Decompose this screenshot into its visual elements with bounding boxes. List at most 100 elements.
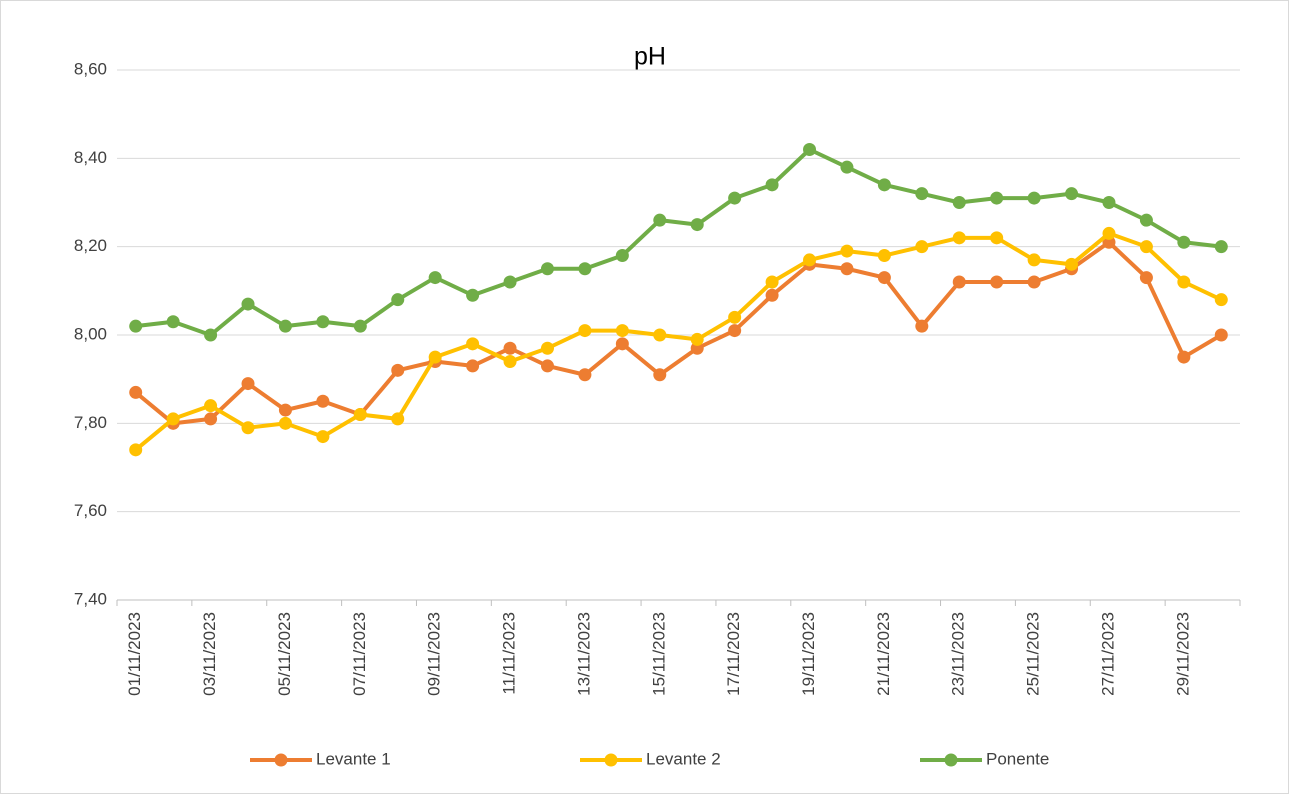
data-point xyxy=(1139,213,1153,227)
x-tick-label: 23/11/2023 xyxy=(949,612,968,696)
data-point xyxy=(1214,328,1228,342)
x-tick-label: 17/11/2023 xyxy=(724,612,743,696)
data-point xyxy=(391,363,405,377)
data-point xyxy=(241,377,255,391)
data-point xyxy=(915,187,929,201)
y-tick-label: 7,40 xyxy=(74,589,107,608)
data-point xyxy=(615,249,629,262)
x-tick-label: 13/11/2023 xyxy=(574,612,593,696)
data-point xyxy=(765,288,779,302)
data-point xyxy=(1139,240,1153,254)
x-tick-label: 19/11/2023 xyxy=(799,612,818,696)
data-point xyxy=(428,350,442,364)
data-point xyxy=(877,249,891,262)
data-point xyxy=(540,262,554,276)
x-tick-label: 09/11/2023 xyxy=(425,612,444,696)
legend-marker xyxy=(944,753,958,767)
y-tick-label: 8,40 xyxy=(74,148,107,167)
data-point xyxy=(728,324,742,338)
data-point xyxy=(278,403,292,417)
data-point xyxy=(952,231,966,245)
data-point xyxy=(1065,257,1079,271)
data-point xyxy=(540,359,554,373)
data-point xyxy=(615,324,629,338)
y-tick-label: 7,80 xyxy=(74,413,107,432)
x-tick-label: 07/11/2023 xyxy=(350,612,369,696)
data-point xyxy=(728,310,742,324)
legend-label: Ponente xyxy=(986,749,1049,768)
data-point xyxy=(204,412,218,426)
data-point xyxy=(615,337,629,351)
data-point xyxy=(204,399,218,413)
legend-marker xyxy=(274,753,288,767)
data-point xyxy=(278,319,292,333)
data-point xyxy=(915,319,929,333)
data-point xyxy=(129,443,143,457)
data-point xyxy=(241,297,255,311)
data-point xyxy=(129,319,143,333)
data-point xyxy=(241,421,255,435)
data-point xyxy=(1139,271,1153,285)
data-point xyxy=(1102,226,1116,240)
data-point xyxy=(653,328,667,342)
data-point xyxy=(540,341,554,355)
y-tick-label: 8,20 xyxy=(74,236,107,255)
data-point xyxy=(803,253,817,267)
x-tick-label: 27/11/2023 xyxy=(1098,612,1117,696)
y-tick-label: 8,00 xyxy=(74,324,107,343)
data-point xyxy=(278,416,292,430)
data-point xyxy=(765,275,779,289)
data-point xyxy=(391,293,405,307)
data-point xyxy=(952,275,966,289)
data-point xyxy=(391,412,405,426)
data-point xyxy=(877,271,891,285)
data-point xyxy=(503,275,517,289)
data-point xyxy=(840,262,854,276)
data-point xyxy=(1214,240,1228,254)
data-point xyxy=(653,368,667,382)
data-point xyxy=(1027,191,1041,205)
data-point xyxy=(353,319,367,333)
data-point xyxy=(1177,235,1191,249)
data-point xyxy=(204,328,218,342)
data-point xyxy=(428,271,442,285)
data-point xyxy=(316,315,330,329)
data-point xyxy=(129,385,143,399)
data-point xyxy=(840,160,854,174)
data-point xyxy=(952,196,966,209)
x-tick-label: 11/11/2023 xyxy=(500,612,519,695)
data-point xyxy=(803,143,817,156)
data-point xyxy=(990,231,1004,245)
data-point xyxy=(840,244,854,258)
data-point xyxy=(1177,350,1191,364)
data-point xyxy=(1102,196,1116,209)
data-point xyxy=(166,315,180,329)
data-point xyxy=(1214,293,1228,307)
chart-title: pH xyxy=(634,43,666,71)
data-point xyxy=(466,337,480,351)
x-tick-label: 15/11/2023 xyxy=(649,612,668,696)
data-point xyxy=(877,178,891,192)
data-point xyxy=(728,191,742,205)
y-tick-label: 7,60 xyxy=(74,501,107,520)
data-point xyxy=(690,218,704,232)
x-tick-label: 25/11/2023 xyxy=(1024,612,1043,696)
x-tick-label: 29/11/2023 xyxy=(1173,612,1192,696)
data-point xyxy=(1177,275,1191,289)
y-tick-label: 8,60 xyxy=(74,59,107,78)
data-point xyxy=(990,191,1004,205)
data-point xyxy=(466,288,480,302)
x-tick-label: 21/11/2023 xyxy=(874,612,893,696)
data-point xyxy=(466,359,480,373)
data-point xyxy=(990,275,1004,289)
x-tick-label: 03/11/2023 xyxy=(200,612,219,696)
legend-label: Levante 2 xyxy=(646,749,721,768)
data-point xyxy=(765,178,779,192)
data-point xyxy=(578,324,592,338)
data-point xyxy=(578,262,592,276)
data-point xyxy=(166,412,180,426)
data-point xyxy=(316,430,330,444)
data-point xyxy=(915,240,929,254)
data-point xyxy=(316,394,330,408)
